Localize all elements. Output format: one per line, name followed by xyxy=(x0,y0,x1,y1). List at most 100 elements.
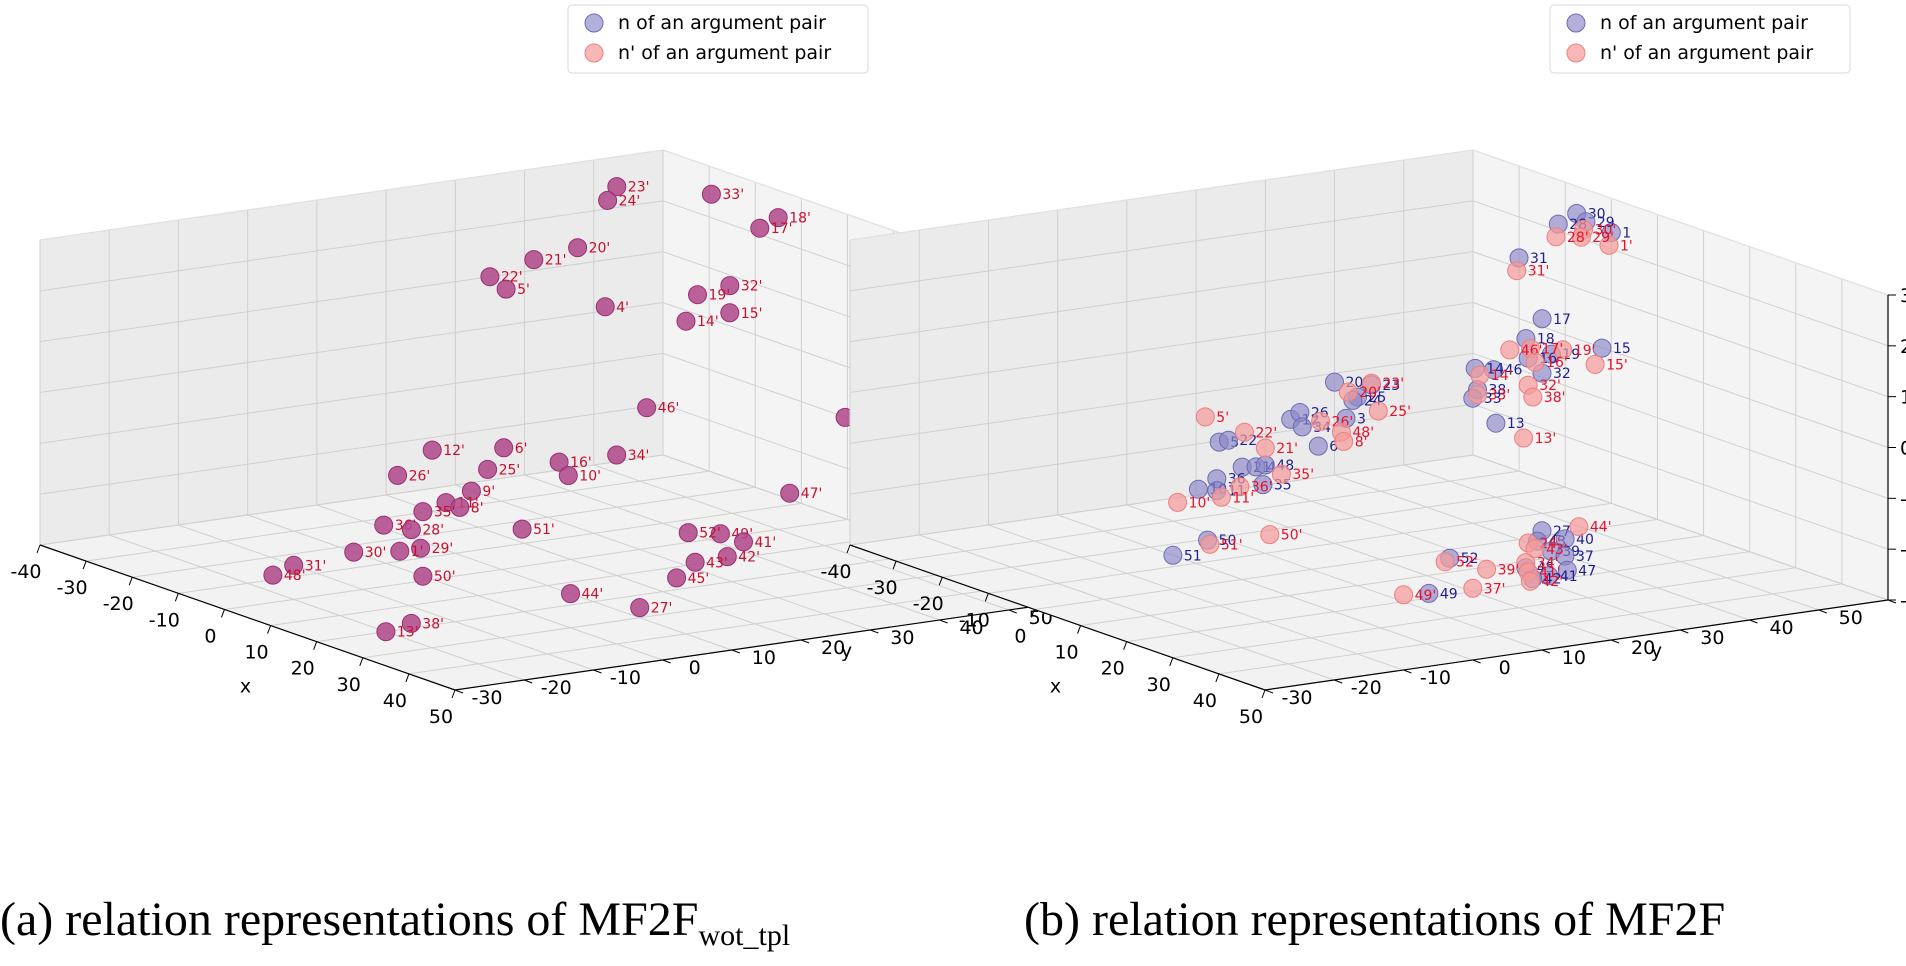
data-point-label: 1 xyxy=(1622,226,1631,242)
y-tick xyxy=(454,689,464,694)
data-point-overlap xyxy=(630,598,650,618)
data-point-label: 23' xyxy=(628,180,650,196)
x-tick xyxy=(938,577,943,586)
x-tick-label: -10 xyxy=(149,609,180,631)
data-point-label: 52 xyxy=(1461,551,1479,567)
x-gridline-floor xyxy=(1218,583,1842,675)
y-axis-line xyxy=(1264,599,1889,691)
x-tick-label: 40 xyxy=(383,690,407,712)
data-point-label: 34' xyxy=(628,448,650,464)
data-point-overlap xyxy=(768,208,788,228)
y-tick xyxy=(1680,629,1689,634)
y-gridline-floor xyxy=(455,484,871,631)
legend-label-n-prime: n' of an argument pair xyxy=(618,42,831,64)
data-point-label: 20' xyxy=(1359,385,1381,401)
x-tick-label: 0 xyxy=(204,625,216,647)
y-tick xyxy=(1749,619,1758,624)
y-tick xyxy=(939,619,948,624)
x-tick xyxy=(405,673,410,683)
y-tick xyxy=(800,639,810,644)
y-tick-label: -30 xyxy=(471,687,502,709)
z-gridline-left xyxy=(39,352,664,444)
x-gridline-floor xyxy=(316,551,940,643)
y-tick-label: -20 xyxy=(1351,677,1382,699)
data-point-overlap xyxy=(411,538,431,558)
z-tick-label: 0 xyxy=(1900,438,1906,460)
data-point-label: 31 xyxy=(1530,251,1548,267)
data-point-n_prime xyxy=(1468,385,1487,405)
data-point-label: 50' xyxy=(434,569,456,585)
y-tick-label: 40 xyxy=(1769,617,1793,639)
x-tick-label: 20 xyxy=(291,658,315,680)
x-tick-label: -40 xyxy=(10,561,41,583)
y-tick xyxy=(662,659,671,664)
data-point-label: 28' xyxy=(422,523,444,539)
data-point-label: 21' xyxy=(545,253,567,269)
data-point-label: 27' xyxy=(651,601,673,617)
x-tick-label: -30 xyxy=(867,577,898,599)
x-tick xyxy=(1215,673,1220,683)
data-point-overlap xyxy=(720,303,740,323)
data-point-label: 28' xyxy=(1567,230,1589,246)
y-tick xyxy=(524,679,533,684)
z-gridline-back xyxy=(1472,251,1889,398)
data-point-n_prime xyxy=(1500,340,1520,360)
caption-b-main: (b) relation representations of MF2F xyxy=(1024,893,1726,946)
z-gridline-left xyxy=(39,200,664,292)
data-point-label: 30' xyxy=(365,545,387,561)
x-tick-label: 40 xyxy=(1193,690,1217,712)
x-gridline-floor xyxy=(896,470,1520,562)
data-point-label: 34' xyxy=(1537,556,1559,572)
z-gridline-left xyxy=(849,251,1474,343)
data-point-label: 5' xyxy=(1216,410,1229,426)
x-gridline-floor xyxy=(86,470,710,562)
data-point-overlap xyxy=(450,497,470,517)
data-point-label: 41' xyxy=(1539,565,1561,581)
y-tick xyxy=(593,669,602,674)
x-tick xyxy=(984,593,989,602)
data-point-n_prime xyxy=(1470,365,1490,385)
z-gridline-left xyxy=(39,251,664,343)
x-tick xyxy=(846,544,851,554)
x-tick-label: -20 xyxy=(103,593,134,615)
data-point-label: 29 xyxy=(1597,215,1615,231)
data-point-label: 44' xyxy=(1590,520,1612,536)
data-point-n_prime xyxy=(1394,585,1414,605)
data-point-label: 39' xyxy=(1498,562,1520,578)
data-point-n_prime xyxy=(1514,428,1534,448)
data-point-label: 49 xyxy=(1440,586,1458,602)
data-point-n xyxy=(1419,583,1439,603)
x-gridline-floor xyxy=(178,502,802,594)
data-point-overlap xyxy=(676,311,696,331)
data-point-label: 43' xyxy=(1546,542,1568,558)
z-gridline-left xyxy=(849,302,1474,393)
data-point-n_prime xyxy=(1200,534,1220,554)
x-tick xyxy=(36,544,41,554)
z-gridline-left xyxy=(849,200,1474,292)
data-point-overlap xyxy=(750,218,770,238)
y-tick xyxy=(1264,689,1274,694)
z-gridline-left xyxy=(39,403,664,495)
data-point-label: 14' xyxy=(1491,368,1513,384)
y-tick xyxy=(1403,669,1412,674)
data-point-n_prime xyxy=(1368,401,1388,421)
data-point-overlap xyxy=(710,524,730,544)
y-gridline-floor xyxy=(1126,504,1543,651)
data-point-label: 21' xyxy=(1276,441,1298,457)
x-gridline-floor xyxy=(1126,551,1750,643)
data-point-label: 24' xyxy=(1539,536,1561,552)
data-point-n_prime xyxy=(1507,261,1527,281)
data-point-n_prime xyxy=(1520,571,1540,591)
data-point-label: 19' xyxy=(709,288,731,304)
data-point-label: 48' xyxy=(284,568,306,584)
x-axis-line xyxy=(39,544,456,691)
x-tick-label: 20 xyxy=(1101,658,1125,680)
x-tick-label: -30 xyxy=(57,577,88,599)
data-point-overlap xyxy=(717,547,737,567)
y-tick-label: 10 xyxy=(752,647,776,669)
data-point-overlap xyxy=(263,565,283,585)
data-point-overlap xyxy=(549,452,569,472)
x-tick xyxy=(1169,657,1174,666)
z-tick-label: -20 xyxy=(1900,539,1906,561)
